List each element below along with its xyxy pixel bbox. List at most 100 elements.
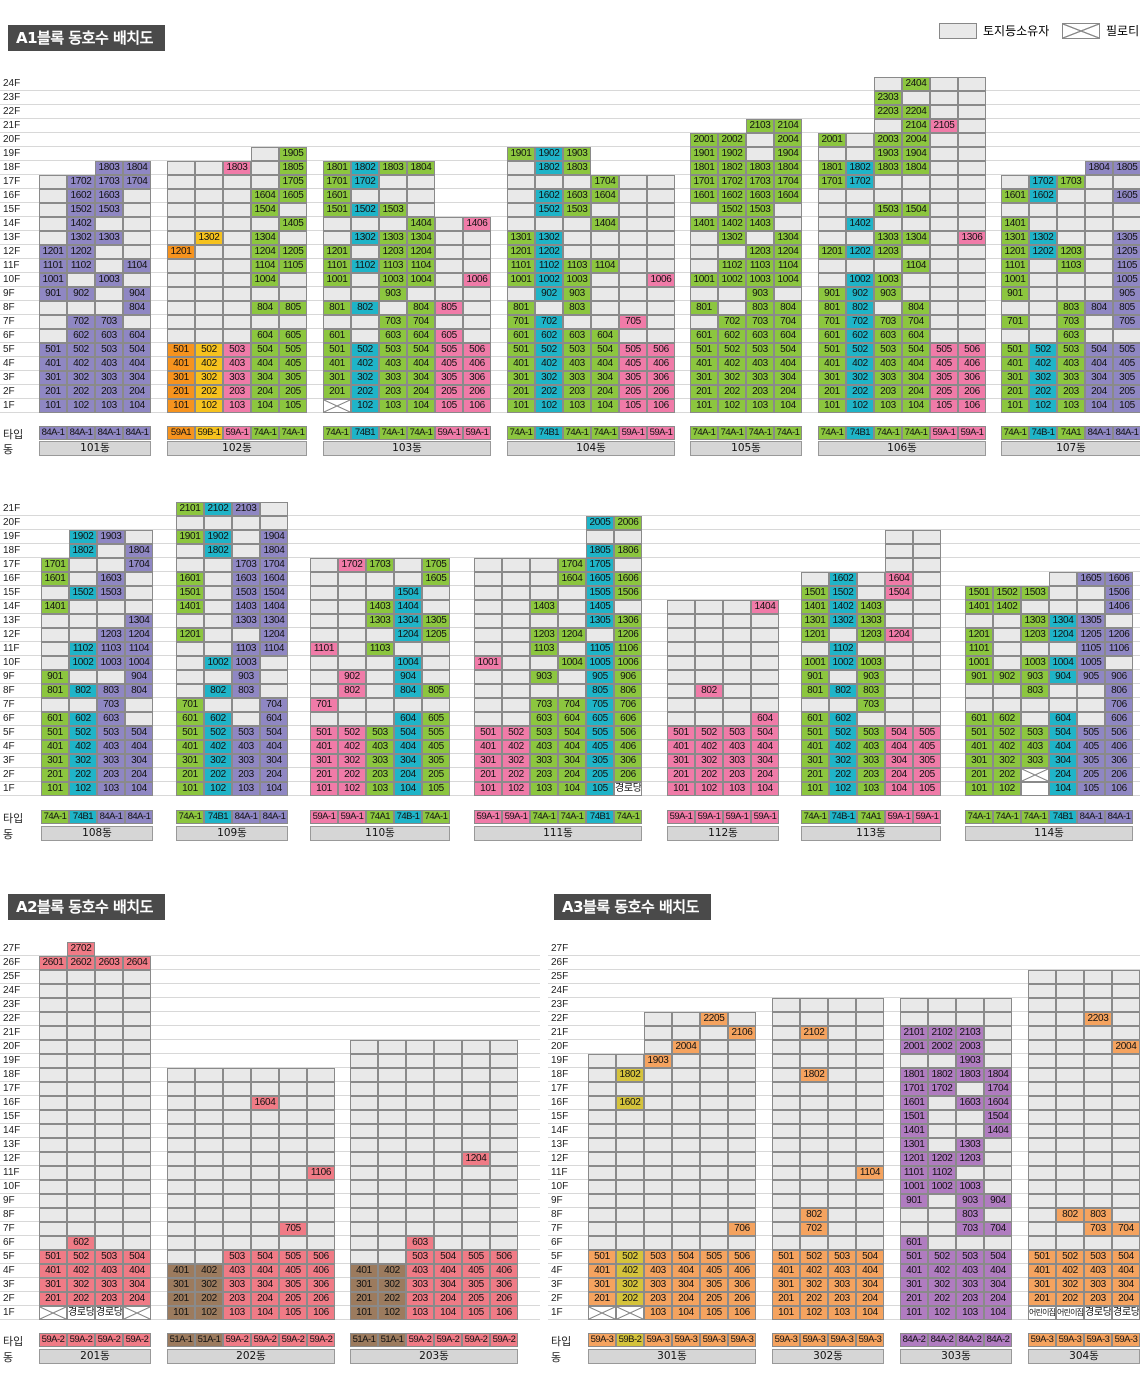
unit-cell[interactable]: 1702 [718,175,746,189]
unit-cell[interactable]: 602 [204,712,232,726]
unit-cell[interactable]: 1501 [965,586,993,600]
unit-cell[interactable]: 904 [984,1194,1012,1208]
owner-cell[interactable] [723,670,751,684]
unit-cell[interactable]: 1603 [746,189,774,203]
unit-cell[interactable]: 1304 [774,231,802,245]
unit-cell[interactable]: 404 [984,1264,1012,1278]
unit-cell[interactable]: 205 [1113,385,1140,399]
owner-cell[interactable] [223,189,251,203]
owner-cell[interactable] [39,1040,67,1054]
owner-cell[interactable] [167,1166,195,1180]
owner-cell[interactable] [422,600,450,614]
owner-cell[interactable] [856,1208,884,1222]
unit-cell[interactable]: 302 [846,371,874,385]
unit-cell[interactable]: 1503 [97,586,125,600]
owner-cell[interactable] [856,1152,884,1166]
unit-cell[interactable]: 404 [394,740,422,754]
unit-cell[interactable]: 203 [223,385,251,399]
owner-cell[interactable] [95,287,123,301]
unit-cell[interactable]: 1304 [407,231,435,245]
unit-cell[interactable]: 702 [67,315,95,329]
unit-cell[interactable]: 1304 [1049,614,1077,628]
unit-cell[interactable]: 1303 [95,231,123,245]
owner-cell[interactable] [279,1082,307,1096]
owner-cell[interactable] [930,133,958,147]
owner-cell[interactable] [1113,175,1140,189]
owner-cell[interactable] [695,670,723,684]
owner-cell[interactable] [1029,329,1057,343]
unit-cell[interactable]: 803 [1084,1208,1112,1222]
owner-cell[interactable] [260,670,288,684]
unit-cell[interactable]: 304 [407,371,435,385]
unit-cell[interactable]: 204 [394,768,422,782]
unit-cell[interactable]: 2001 [900,1040,928,1054]
unit-cell[interactable]: 506 [307,1250,335,1264]
unit-cell[interactable]: 204 [902,385,930,399]
owner-cell[interactable] [406,1138,434,1152]
unit-cell[interactable]: 202 [800,1292,828,1306]
owner-cell[interactable] [69,698,97,712]
owner-cell[interactable] [67,1082,95,1096]
unit-cell[interactable]: 104 [902,399,930,413]
unit-cell[interactable]: 1903 [956,1054,984,1068]
unit-cell[interactable]: 306 [463,371,491,385]
unit-cell[interactable]: 503 [530,726,558,740]
owner-cell[interactable] [123,1096,151,1110]
unit-cell[interactable]: 403 [379,357,407,371]
unit-cell[interactable]: 605 [422,712,450,726]
owner-cell[interactable] [462,1138,490,1152]
unit-cell[interactable]: 404 [558,740,586,754]
unit-cell[interactable]: 501 [588,1250,616,1264]
unit-cell[interactable]: 503 [1084,1250,1112,1264]
owner-cell[interactable] [41,698,69,712]
owner-cell[interactable] [563,245,591,259]
unit-cell[interactable]: 1303 [956,1138,984,1152]
unit-cell[interactable]: 404 [434,1264,462,1278]
unit-cell[interactable]: 202 [846,385,874,399]
owner-cell[interactable] [307,1222,335,1236]
owner-cell[interactable] [204,642,232,656]
owner-cell[interactable] [958,189,986,203]
unit-cell[interactable]: 106 [728,1306,756,1320]
owner-cell[interactable] [672,1124,700,1138]
owner-cell[interactable] [39,1124,67,1138]
owner-cell[interactable] [407,175,435,189]
unit-cell[interactable]: 202 [1029,385,1057,399]
owner-cell[interactable] [223,231,251,245]
unit-cell[interactable]: 1404 [751,600,779,614]
owner-cell[interactable] [435,315,463,329]
unit-cell[interactable]: 1104 [902,259,930,273]
unit-cell[interactable]: 1104 [123,259,151,273]
owner-cell[interactable] [407,203,435,217]
owner-cell[interactable] [1028,998,1056,1012]
owner-cell[interactable] [462,1082,490,1096]
owner-cell[interactable] [422,656,450,670]
owner-cell[interactable] [251,147,279,161]
unit-cell[interactable]: 402 [195,1264,223,1278]
owner-cell[interactable] [95,998,123,1012]
unit-cell[interactable]: 1406 [463,217,491,231]
unit-cell[interactable]: 405 [913,740,941,754]
owner-cell[interactable] [435,231,463,245]
owner-cell[interactable] [857,642,885,656]
owner-cell[interactable] [338,572,366,586]
unit-cell[interactable]: 1601 [176,572,204,586]
unit-cell[interactable]: 1005 [1077,656,1105,670]
unit-cell[interactable]: 903 [530,670,558,684]
owner-cell[interactable] [956,998,984,1012]
unit-cell[interactable]: 102 [535,399,563,413]
owner-cell[interactable] [1084,1054,1112,1068]
owner-cell[interactable] [800,1124,828,1138]
unit-cell[interactable]: 202 [67,1292,95,1306]
unit-cell[interactable]: 805 [422,684,450,698]
unit-cell[interactable]: 502 [69,726,97,740]
owner-cell[interactable] [700,1236,728,1250]
facility-cell[interactable]: 어린이집 [1028,1306,1056,1320]
unit-cell[interactable]: 1004 [558,656,586,670]
owner-cell[interactable] [41,656,69,670]
unit-cell[interactable]: 1701 [900,1082,928,1096]
owner-cell[interactable] [379,217,407,231]
unit-cell[interactable]: 804 [251,301,279,315]
owner-cell[interactable] [502,572,530,586]
owner-cell[interactable] [728,1068,756,1082]
